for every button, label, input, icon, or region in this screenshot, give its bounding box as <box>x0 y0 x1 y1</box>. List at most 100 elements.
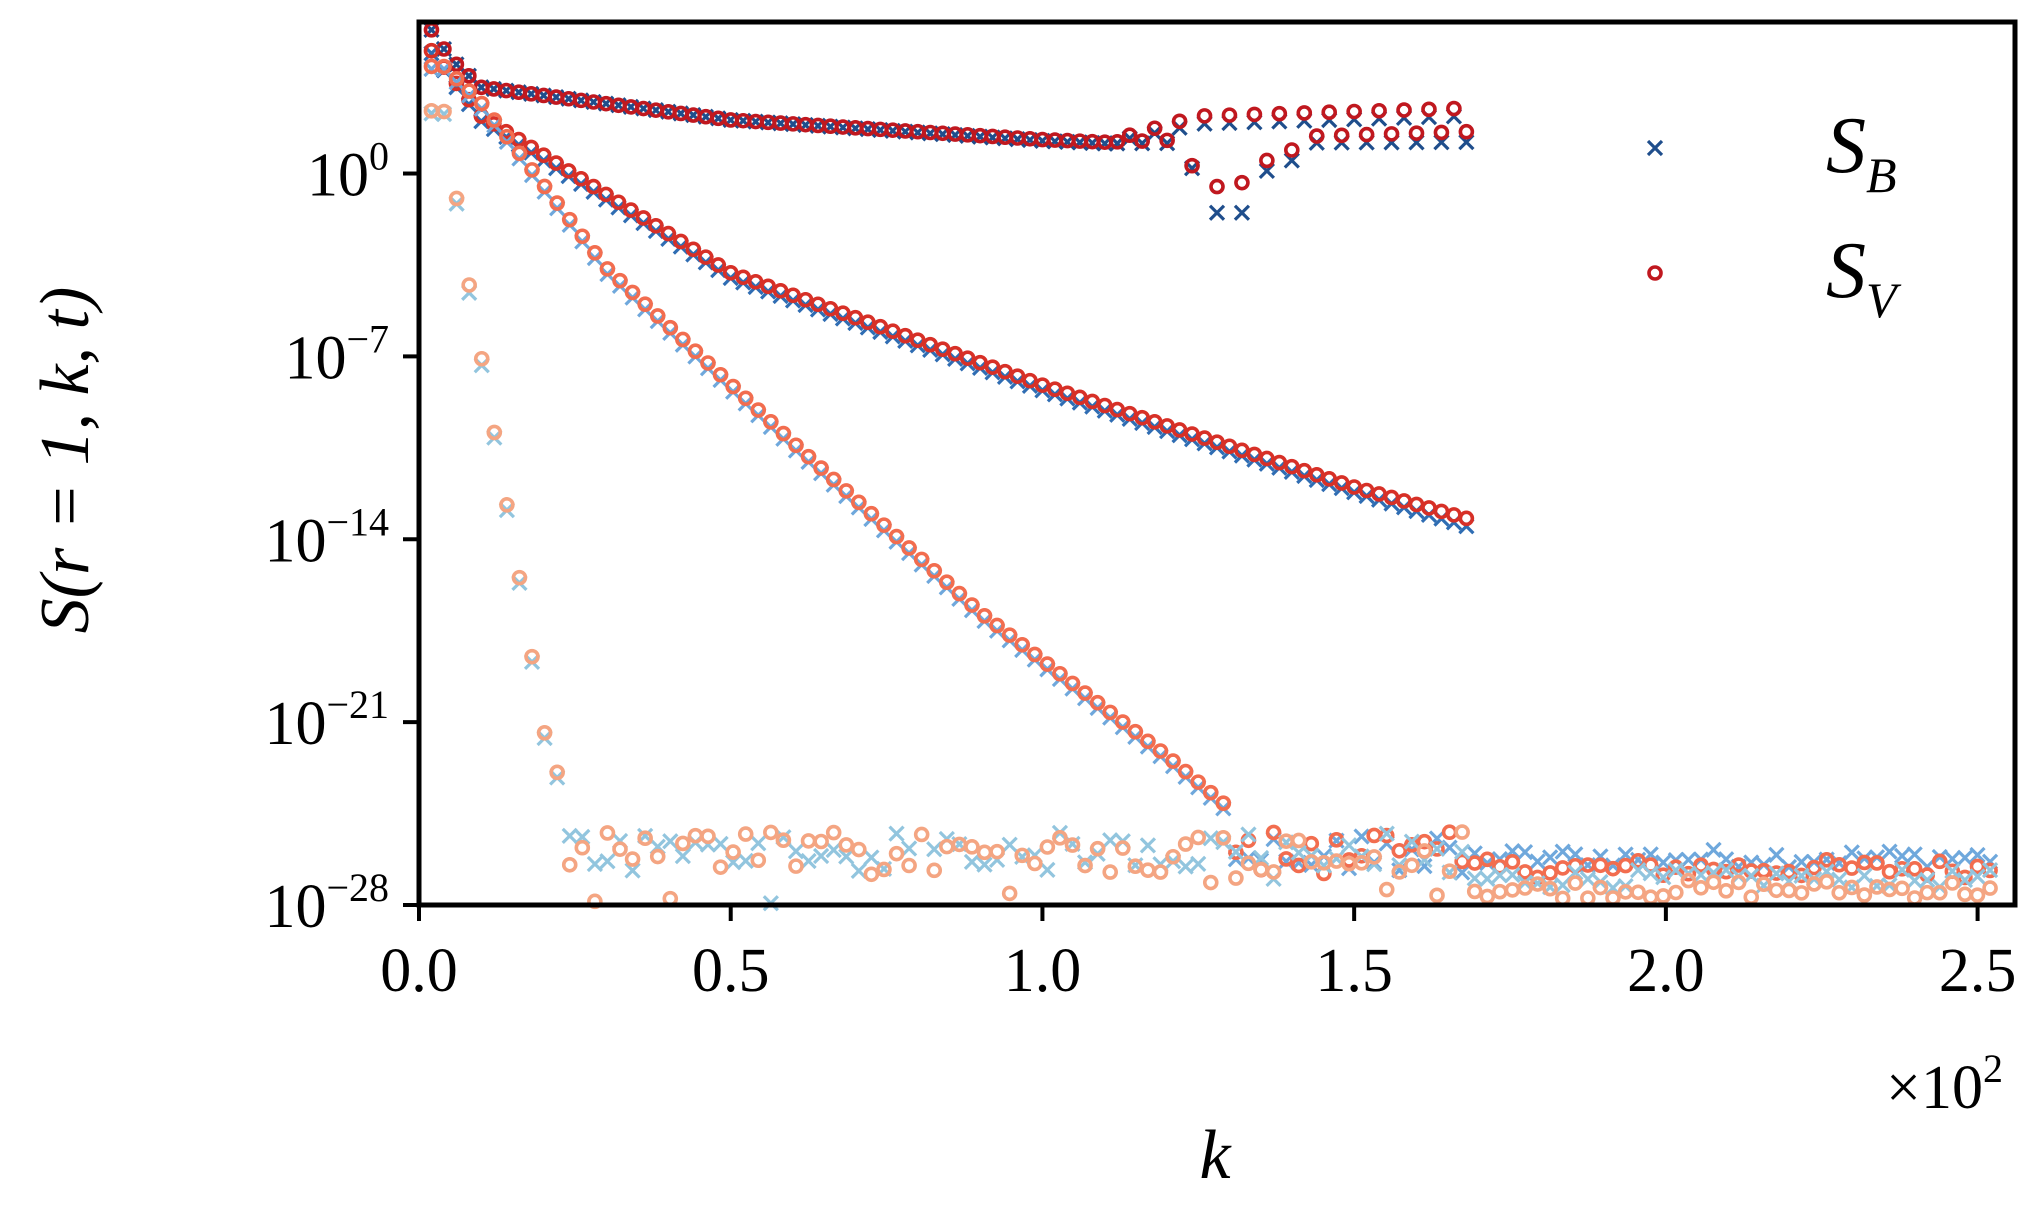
s_v-t4-point-106 <box>1756 876 1772 893</box>
legend: SB SV <box>1646 102 1902 328</box>
s_v-t2-point-23 <box>710 257 727 273</box>
s_v-t2-point-82 <box>1446 507 1462 523</box>
s_v-t4-point-59 <box>1165 848 1181 865</box>
s_v-t3-point-61 <box>1190 774 1206 790</box>
s_b-t4-point-82 <box>1454 843 1471 860</box>
s_v-t3-point-9 <box>536 178 553 195</box>
s_v-t4-point-43 <box>964 839 980 855</box>
s_v-t2-point-26 <box>747 273 764 290</box>
series-s_v-t2 <box>423 42 1475 527</box>
s_v-t4-point-38 <box>901 857 917 874</box>
s_v-t3-point-111 <box>1818 852 1835 868</box>
s_b-t4-point-105 <box>1743 867 1760 884</box>
s_v-t4-point-22 <box>700 828 716 845</box>
s_v-t2-point-18 <box>648 217 664 234</box>
s_v-t4-point-76 <box>1378 881 1395 898</box>
s_b-t4-point-49 <box>1039 861 1056 879</box>
s_v-t3-point-1 <box>436 58 452 75</box>
s_v-t3-point-17 <box>637 296 653 312</box>
s_b-t3-point-90 <box>1554 843 1571 860</box>
s_b-t3-point-79 <box>1416 857 1433 875</box>
s_v-t3-point-100 <box>1680 865 1697 882</box>
s_v-t4-point-50 <box>1052 830 1068 846</box>
s_b-t4-point-78 <box>1403 833 1421 850</box>
s_v-t4-point-51 <box>1064 837 1081 853</box>
legend-label-V: SV <box>1826 227 1902 328</box>
s_b-t4-point-107 <box>1768 865 1785 882</box>
s_b-t4-point-25 <box>737 852 754 870</box>
s_v-t3-point-13 <box>587 245 603 261</box>
s_v-t2-point-33 <box>835 305 851 322</box>
s_v-t2-point-38 <box>897 327 914 344</box>
s_b-t4-point-62 <box>1202 830 1219 847</box>
s_v-t4-point-77 <box>1391 864 1408 880</box>
s_v-t4-point-36 <box>876 861 892 878</box>
s_v-t2-point-10 <box>548 155 564 171</box>
s_v-t4-point-54 <box>1102 864 1119 880</box>
s_v-t4-point-35 <box>863 866 880 883</box>
s_v-t2-point-45 <box>984 359 1001 375</box>
s_v-t4-point-84 <box>1479 888 1496 905</box>
s_b-t4-point-124 <box>1981 861 1999 879</box>
s_v-t3-point-34 <box>851 494 867 511</box>
s_b-t3-point-123 <box>1969 846 1986 864</box>
s_v-t4-point-82 <box>1454 824 1470 840</box>
s_v-t3-point-35 <box>863 505 880 522</box>
x-tick-label-5: 2.5 <box>1939 937 2017 1005</box>
s_v-t3-point-25 <box>737 390 754 407</box>
s_v-t4-point-88 <box>1529 876 1546 892</box>
s_v-t4-point-81 <box>1441 863 1458 879</box>
s_v-t4-point-39 <box>913 826 930 843</box>
s_v-t2-point-16 <box>623 202 639 218</box>
s_v-t3-point-52 <box>1077 685 1093 701</box>
s_v-t4-point-18 <box>649 848 666 865</box>
s_v-t4-point-26 <box>750 852 767 869</box>
s_v-t3-point-11 <box>561 211 578 228</box>
s_v-t1-point-74 <box>1346 103 1362 120</box>
s_b-t3-point-109 <box>1793 853 1810 871</box>
s_v-t3-point-43 <box>964 597 980 613</box>
s_b-t4-point-92 <box>1579 870 1596 888</box>
s_b-t4-point-83 <box>1466 870 1483 887</box>
s_b-t4-point-98 <box>1655 869 1672 886</box>
series-s_b-t1 <box>423 21 1475 221</box>
s_b-t4-point-31 <box>812 847 830 865</box>
s_v-t4-point-112 <box>1831 884 1848 901</box>
s_v-t4-point-103 <box>1718 883 1734 899</box>
s_v-t2-point-41 <box>934 341 951 357</box>
x-tick-label-3: 1.5 <box>1315 937 1393 1005</box>
s_v-t4-point-9 <box>536 725 553 741</box>
s_v-t4-point-23 <box>712 859 729 875</box>
s_v-t4-point-55 <box>1114 840 1131 856</box>
s_v-t2-point-39 <box>909 332 926 348</box>
s_v-t3-point-15 <box>612 272 628 289</box>
s_v-t4-point-25 <box>737 826 754 842</box>
s_v-t1-point-66 <box>1246 106 1263 123</box>
s_v-t3-point-32 <box>825 471 842 488</box>
s_b-t4-point-37 <box>888 825 905 842</box>
s_v-t2-point-36 <box>872 318 889 335</box>
s_v-t4-point-117 <box>1894 880 1910 897</box>
s_b-t3-point-117 <box>1893 847 1911 865</box>
s_v-t4-point-60 <box>1177 836 1194 852</box>
series-s_v-t3 <box>423 58 1998 886</box>
s_b-t4-point-33 <box>838 848 855 865</box>
s_v-t3-point-87 <box>1517 864 1533 880</box>
s_v-t3-point-38 <box>901 540 917 556</box>
s_v-t4-point-20 <box>675 835 691 852</box>
s_v-t2-point-0 <box>423 42 440 59</box>
s_v-t3-point-41 <box>939 574 955 590</box>
s_v-t1-point-63 <box>1209 178 1225 195</box>
s_v-t4-point-7 <box>511 569 528 586</box>
s_v-t1-point-80 <box>1421 101 1437 118</box>
s_v-t3-point-59 <box>1165 753 1181 769</box>
s_v-t3-point-50 <box>1052 665 1068 682</box>
s_v-t3-point-14 <box>599 261 616 277</box>
s_v-t4-point-8 <box>524 648 540 665</box>
s_v-t2-point-35 <box>860 314 876 331</box>
s_b-t3-point-88 <box>1529 853 1546 870</box>
s_v-t2-point-83 <box>1458 510 1475 527</box>
s_v-t3-point-62 <box>1202 784 1219 801</box>
s_b-t3-point-116 <box>1881 843 1898 860</box>
s_v-t4-point-21 <box>687 827 704 844</box>
